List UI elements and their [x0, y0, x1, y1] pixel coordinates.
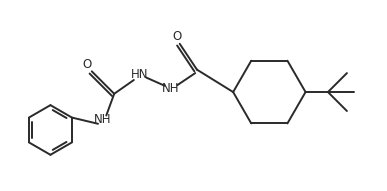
Text: NH: NH — [162, 82, 180, 95]
Text: HN: HN — [131, 68, 149, 81]
Text: O: O — [172, 30, 182, 43]
Text: NH: NH — [93, 113, 111, 126]
Text: O: O — [83, 58, 92, 71]
